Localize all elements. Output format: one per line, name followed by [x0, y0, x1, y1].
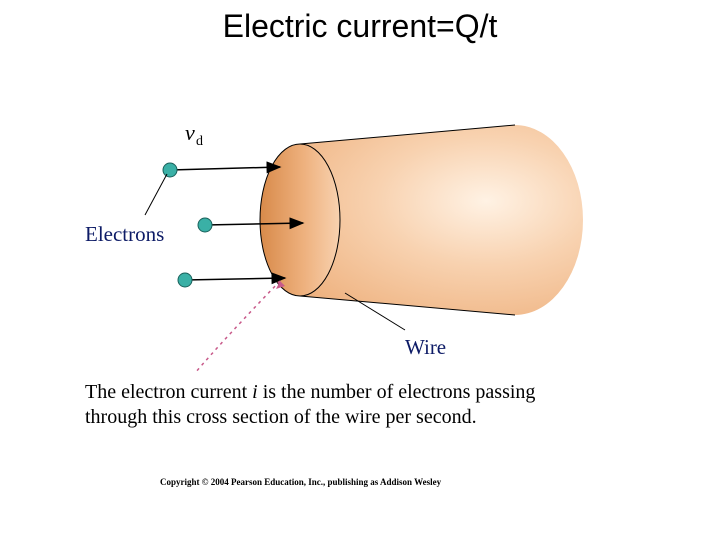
- vd-label-v: v: [185, 120, 195, 145]
- electron-dot: [163, 163, 177, 177]
- electron-dot: [198, 218, 212, 232]
- desc-pre: The electron current: [85, 381, 252, 403]
- electron-arrow: [185, 278, 285, 280]
- electron-arrow: [170, 167, 280, 170]
- copyright-text: Copyright © 2004 Pearson Education, Inc.…: [160, 477, 441, 487]
- dotted-pointer: [195, 281, 280, 373]
- vd-label-d: d: [196, 134, 203, 149]
- wire-label: Wire: [405, 335, 446, 360]
- page-title: Electric current=Q/t: [125, 8, 595, 45]
- electrons-label: Electrons: [85, 222, 164, 247]
- electrons-pointer: [145, 174, 167, 215]
- description-text: The electron current i is the number of …: [85, 380, 555, 430]
- electron-dot: [178, 273, 192, 287]
